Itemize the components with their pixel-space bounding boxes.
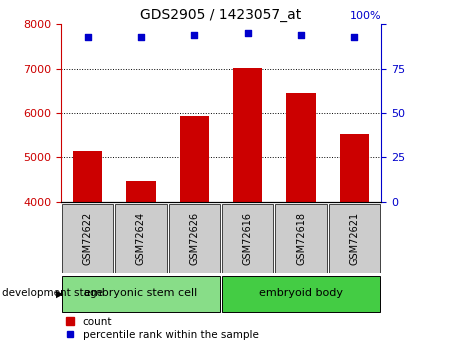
Bar	[286, 93, 316, 202]
Bar	[340, 134, 369, 202]
Bar	[276, 204, 327, 273]
Bar	[169, 204, 220, 273]
Bar	[222, 204, 273, 273]
Bar	[115, 204, 166, 273]
Legend: count, percentile rank within the sample: count, percentile rank within the sample	[66, 317, 258, 340]
Point	[297, 32, 304, 38]
Text: GSM72626: GSM72626	[189, 211, 199, 265]
Title: GDS2905 / 1423057_at: GDS2905 / 1423057_at	[140, 8, 302, 22]
Bar	[62, 276, 220, 312]
Text: GSM72618: GSM72618	[296, 211, 306, 265]
Bar	[222, 276, 380, 312]
Point	[244, 30, 251, 36]
Text: GSM72622: GSM72622	[83, 211, 92, 265]
Text: GSM72621: GSM72621	[350, 211, 359, 265]
Bar	[179, 116, 209, 202]
Text: ▶: ▶	[56, 288, 64, 298]
Bar	[73, 151, 102, 202]
Text: development stage: development stage	[2, 288, 103, 298]
Bar	[126, 181, 156, 202]
Text: GSM72616: GSM72616	[243, 211, 253, 265]
Text: GSM72624: GSM72624	[136, 211, 146, 265]
Bar	[329, 204, 380, 273]
Text: embryoid body: embryoid body	[259, 288, 343, 298]
Bar	[62, 204, 113, 273]
Point	[191, 32, 198, 38]
Point	[351, 34, 358, 39]
Text: embryonic stem cell: embryonic stem cell	[84, 288, 198, 298]
Point	[137, 34, 144, 39]
Point	[84, 34, 91, 39]
Bar	[233, 68, 262, 202]
Text: 100%: 100%	[350, 11, 381, 21]
